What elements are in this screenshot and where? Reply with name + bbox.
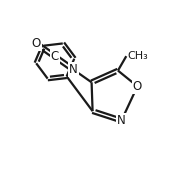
Text: N: N xyxy=(69,63,78,76)
Text: CH₃: CH₃ xyxy=(127,51,148,61)
Text: O: O xyxy=(32,37,41,50)
Text: O: O xyxy=(133,80,142,93)
Text: C: C xyxy=(51,50,59,63)
Text: N: N xyxy=(117,114,126,127)
